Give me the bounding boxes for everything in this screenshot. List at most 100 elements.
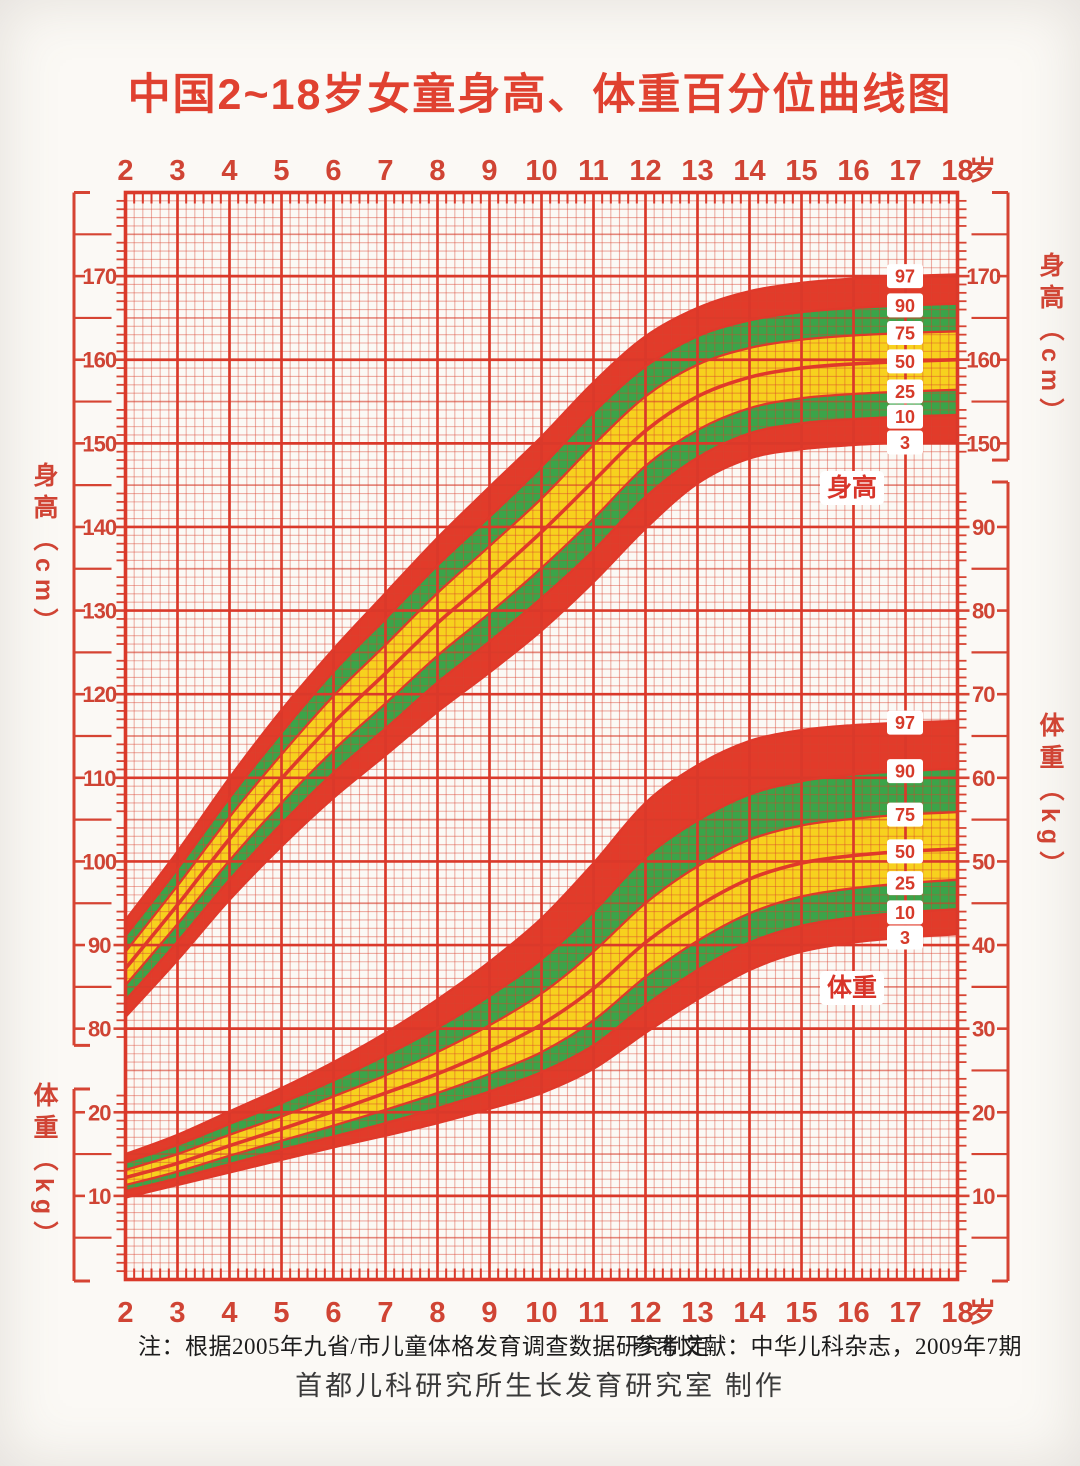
svg-text:50: 50 — [895, 842, 915, 862]
svg-text:130: 130 — [82, 599, 116, 624]
height-P97-curve — [124, 273, 958, 921]
svg-text:140: 140 — [82, 515, 116, 540]
left-height-axis-title: 身高（cm） — [30, 462, 58, 641]
height-P97-label-box — [887, 264, 923, 289]
svg-text:150: 150 — [966, 431, 1000, 456]
svg-text:9: 9 — [481, 1297, 497, 1329]
svg-text:3: 3 — [900, 433, 910, 453]
weight-P25-label-box — [887, 871, 923, 896]
svg-text:75: 75 — [895, 323, 915, 343]
height-P75-label-box — [887, 320, 923, 345]
svg-text:75: 75 — [895, 805, 915, 825]
weight-P3-curve — [125, 933, 958, 1199]
height-P25-curve — [124, 388, 958, 986]
height-P90-label-box — [887, 293, 923, 318]
weight-P10-label-box — [887, 900, 923, 925]
weight-P75-curve — [125, 810, 958, 1172]
footnote-note: 注：根据2005年九省/市儿童体格发育调查数据研究制定 — [138, 1334, 710, 1359]
svg-text:20: 20 — [88, 1100, 111, 1125]
height-P3-curve — [124, 439, 958, 1018]
svg-text:170: 170 — [82, 264, 116, 289]
svg-text:50: 50 — [972, 849, 995, 874]
svg-text:12: 12 — [629, 155, 661, 187]
svg-text:3: 3 — [900, 928, 910, 948]
svg-text:4: 4 — [221, 155, 237, 187]
axis-rulers: 80 90 100 110 120 130 140 150 160 170 10 20 150 160 17… — [72, 191, 1010, 1283]
svg-text:160: 160 — [966, 348, 1000, 373]
svg-text:10: 10 — [972, 1184, 995, 1209]
svg-text:15: 15 — [785, 155, 817, 187]
svg-text:18: 18 — [941, 1297, 973, 1329]
svg-text:97: 97 — [895, 267, 915, 287]
svg-text:10: 10 — [895, 407, 915, 427]
height-P10-curve — [124, 413, 958, 1001]
svg-text:2: 2 — [117, 155, 133, 187]
svg-text:8: 8 — [429, 155, 445, 187]
height-P10-label-box — [887, 404, 923, 429]
svg-text:90: 90 — [895, 762, 915, 782]
svg-text:9: 9 — [481, 155, 497, 187]
svg-text:10: 10 — [525, 155, 557, 187]
svg-text:4: 4 — [221, 1297, 237, 1329]
svg-text:11: 11 — [578, 155, 609, 187]
weight-P75-label-box — [887, 802, 923, 827]
svg-text:25: 25 — [895, 874, 915, 894]
age-axis: 2 2 3 3 4 4 5 5 6 6 7 7 8 8 9 9 10 10 11 11 12 12 13 13 14 14 15 15… — [117, 155, 996, 1329]
weight-band-3-10 — [125, 909, 958, 1198]
svg-text:10: 10 — [525, 1297, 557, 1329]
weight-P25-curve — [125, 878, 958, 1187]
left-weight-axis-title: 体重（kg） — [30, 1082, 58, 1254]
svg-text:2: 2 — [117, 1297, 133, 1329]
weight-P97-curve — [125, 719, 958, 1156]
svg-text:17: 17 — [889, 155, 921, 187]
svg-text:12: 12 — [629, 1297, 661, 1329]
svg-text:7: 7 — [377, 155, 393, 187]
weight-P90-label-box — [887, 759, 923, 784]
svg-text:8: 8 — [429, 1297, 445, 1329]
weight-P50-label-box — [887, 839, 923, 864]
right-height-axis-title: 身高（cm） — [1036, 252, 1064, 431]
svg-text:10: 10 — [88, 1184, 111, 1209]
chart-title: 中国2~18岁女童身高、体重百分位曲线图 — [127, 71, 953, 119]
plot-frame — [123, 190, 960, 1282]
weight-P10-curve — [125, 907, 958, 1193]
svg-text:3: 3 — [169, 155, 185, 187]
svg-text:70: 70 — [972, 682, 995, 707]
footnote-reference: 参考文献：中华儿科杂志，2009年7期 — [633, 1334, 1022, 1359]
credit-line: 首都儿科研究所生长发育研究室 制作 — [295, 1371, 785, 1401]
svg-text:11: 11 — [578, 1297, 609, 1329]
svg-text:110: 110 — [83, 766, 116, 791]
weight-band-10-25 — [125, 879, 958, 1191]
svg-text:20: 20 — [972, 1100, 995, 1125]
height-P90-curve — [124, 302, 958, 937]
svg-text:25: 25 — [895, 382, 915, 402]
weight-P97-label-box — [887, 710, 923, 735]
svg-text:18: 18 — [941, 155, 973, 187]
svg-text:120: 120 — [82, 682, 116, 707]
svg-text:10: 10 — [895, 903, 915, 923]
weight-P90-curve — [125, 767, 958, 1164]
svg-text:30: 30 — [972, 1017, 995, 1042]
svg-text:97: 97 — [895, 713, 915, 733]
svg-text:80: 80 — [88, 1017, 111, 1042]
svg-text:16: 16 — [837, 155, 869, 187]
svg-text:岁: 岁 — [969, 1298, 996, 1328]
svg-text:17: 17 — [889, 1297, 921, 1329]
svg-text:90: 90 — [895, 296, 915, 316]
svg-text:13: 13 — [681, 155, 713, 187]
svg-text:90: 90 — [972, 515, 995, 540]
svg-text:150: 150 — [82, 431, 116, 456]
right-weight-axis-title: 体重（kg） — [1036, 712, 1064, 884]
svg-text:16: 16 — [837, 1297, 869, 1329]
svg-text:6: 6 — [325, 1297, 341, 1329]
svg-text:50: 50 — [895, 352, 915, 372]
svg-text:100: 100 — [82, 849, 116, 874]
svg-text:80: 80 — [972, 599, 995, 624]
svg-text:3: 3 — [169, 1297, 185, 1329]
svg-text:14: 14 — [733, 155, 765, 187]
height-P50-curve — [124, 357, 958, 970]
svg-text:160: 160 — [82, 348, 116, 373]
grid-major — [125, 192, 958, 1280]
height-P3-label-box — [887, 430, 923, 455]
